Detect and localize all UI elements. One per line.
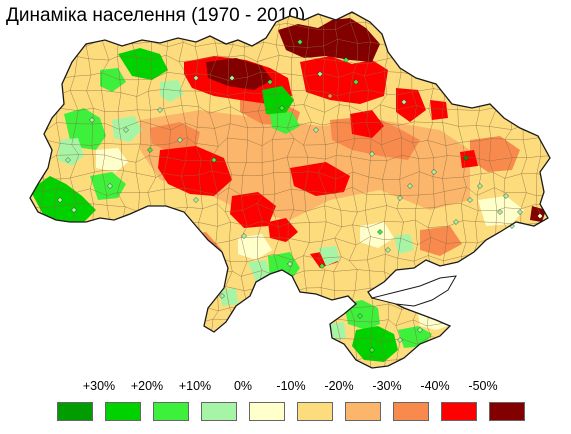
legend-swatch xyxy=(393,402,429,421)
city-marker xyxy=(241,233,247,239)
legend-swatch xyxy=(441,402,477,421)
choropleth-zone xyxy=(352,326,398,362)
city-marker xyxy=(369,151,375,157)
legend-label: +30% xyxy=(82,379,116,393)
city-marker xyxy=(401,99,407,105)
legend-color-scale xyxy=(57,402,527,422)
choropleth-zone xyxy=(206,58,272,90)
city-marker xyxy=(319,263,325,269)
city-marker xyxy=(287,261,293,267)
city-marker xyxy=(385,247,391,253)
choropleth-zone xyxy=(220,288,238,306)
legend-label: +20% xyxy=(130,379,164,393)
city-marker xyxy=(463,155,469,161)
city-marker xyxy=(353,79,359,85)
legend-label: -10% xyxy=(276,379,306,393)
legend-swatch xyxy=(105,402,141,421)
choropleth-zone xyxy=(238,234,272,260)
choropleth-zone xyxy=(396,88,426,122)
choropleth-zone xyxy=(230,192,276,228)
legend-swatch xyxy=(489,402,525,421)
city-marker xyxy=(193,197,199,203)
legend-label: -50% xyxy=(468,379,498,393)
legend-labels: +30% +20% +10% 0% -10% -20% -30% -40% -5… xyxy=(57,379,527,395)
choropleth-zone xyxy=(330,322,346,340)
city-marker xyxy=(211,157,217,163)
city-marker xyxy=(327,93,333,99)
choropleth-zone xyxy=(300,56,388,104)
city-marker xyxy=(397,195,403,201)
city-marker xyxy=(343,57,349,63)
city-marker xyxy=(417,327,423,333)
choropleth-zone xyxy=(278,18,380,62)
city-marker xyxy=(497,209,503,215)
city-marker xyxy=(89,117,95,123)
choropleth-zone xyxy=(96,148,128,172)
legend-swatch xyxy=(57,402,93,421)
city-marker xyxy=(297,39,303,45)
choropleth-zone xyxy=(262,86,294,116)
azov-sea-shore xyxy=(371,275,457,307)
city-marker xyxy=(377,229,383,235)
legend-label: -40% xyxy=(420,379,450,393)
legend-swatch xyxy=(345,402,381,421)
legend-swatch xyxy=(249,402,285,421)
city-markers xyxy=(57,39,543,353)
map-title: Динаміка населення (1970 - 2010) xyxy=(6,5,306,26)
choropleth-zone xyxy=(318,246,340,266)
city-marker xyxy=(431,169,437,175)
legend-label: +10% xyxy=(178,379,212,393)
city-marker xyxy=(193,75,199,81)
legend-swatch xyxy=(201,402,237,421)
city-marker xyxy=(467,197,473,203)
city-marker xyxy=(229,75,235,81)
legend-label: -30% xyxy=(372,379,402,393)
city-marker xyxy=(517,209,523,215)
city-marker xyxy=(369,347,375,353)
city-marker xyxy=(147,147,153,153)
legend-label: -20% xyxy=(324,379,354,393)
choropleth-zone xyxy=(420,226,462,256)
city-marker xyxy=(453,219,459,225)
city-marker xyxy=(537,213,543,219)
legend-swatch xyxy=(297,402,333,421)
city-marker xyxy=(71,207,77,213)
country-border xyxy=(29,11,551,369)
city-marker xyxy=(57,197,63,203)
legend-label: 0% xyxy=(233,379,253,393)
choropleth-zone xyxy=(360,222,394,248)
city-marker xyxy=(177,137,183,143)
city-marker xyxy=(477,183,483,189)
city-marker xyxy=(317,71,323,77)
city-marker xyxy=(313,127,319,133)
city-marker xyxy=(123,127,129,133)
city-marker xyxy=(407,183,413,189)
city-marker xyxy=(157,107,163,113)
choropleth-zone xyxy=(268,218,298,242)
city-marker xyxy=(267,79,273,85)
city-marker xyxy=(279,105,285,111)
choropleth-zone xyxy=(30,176,96,222)
city-marker xyxy=(357,313,363,319)
city-marker xyxy=(107,183,113,189)
legend-swatch xyxy=(153,402,189,421)
choropleth-zone xyxy=(160,80,184,102)
city-marker xyxy=(503,193,509,199)
city-marker xyxy=(65,157,71,163)
choropleth-zone xyxy=(118,48,168,80)
choropleth-zone xyxy=(430,100,448,120)
city-marker xyxy=(219,293,225,299)
city-marker xyxy=(397,337,403,343)
